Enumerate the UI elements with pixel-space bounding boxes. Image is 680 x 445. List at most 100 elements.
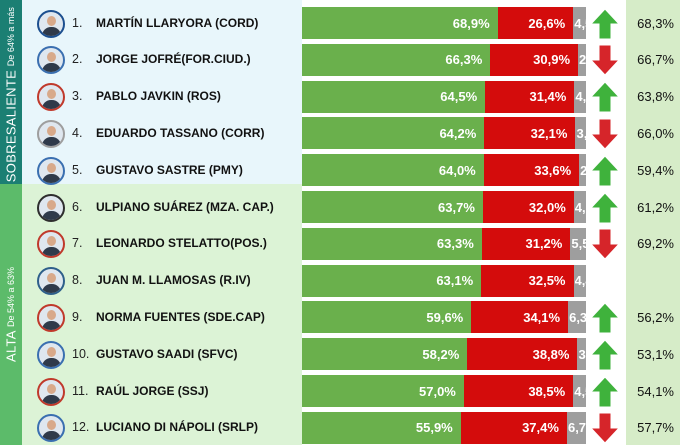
unknown-image-label: 3,7% — [576, 125, 587, 141]
candidate-avatar — [37, 303, 65, 332]
avatar-body — [42, 320, 61, 330]
negative-image-bar — [463, 375, 574, 407]
unknown-image-label: 6,7% — [567, 420, 587, 436]
candidate-name: JORGE JOFRÉ(FOR.CIUD.) — [96, 52, 251, 67]
negative-image-label: 37,4% — [522, 420, 559, 436]
unknown-image-bar — [570, 227, 586, 260]
avatar-body — [42, 357, 61, 367]
positive-image-label: 58,2% — [422, 346, 460, 362]
trend-up-icon — [590, 302, 620, 334]
negative-image-bar — [481, 264, 574, 297]
avatar-head — [47, 162, 56, 173]
negative-image-label: 32,0% — [528, 199, 566, 215]
previous-value: 59,4% — [637, 162, 674, 178]
candidate-avatar — [37, 414, 65, 443]
avatar-head — [47, 89, 56, 100]
positive-image-bar — [302, 7, 498, 39]
positive-image-label: 63,3% — [436, 236, 474, 252]
candidate-avatar — [37, 156, 65, 185]
category-band-label: ALTA De 54% a 63% — [0, 184, 22, 445]
avatar-body — [42, 26, 61, 36]
negative-image-bar — [484, 117, 576, 150]
category-name: SOBRESALIENTE — [3, 69, 19, 183]
candidate-avatar — [37, 340, 65, 369]
candidate-name: GUSTAVO SASTRE (PMY) — [96, 162, 243, 177]
previous-value: 53,1% — [637, 346, 674, 362]
negative-image-label: 33,6% — [534, 162, 572, 178]
candidate-rank: 9. — [72, 309, 83, 324]
previous-value: 66,0% — [637, 125, 674, 141]
negative-image-label: 31,4% — [529, 89, 567, 105]
trend-up-icon — [590, 154, 620, 187]
negative-image-bar — [481, 227, 571, 260]
unknown-image-label: 2,8% — [579, 52, 587, 68]
unknown-image-label: 4,3% — [574, 199, 587, 215]
trend-down-icon — [590, 118, 620, 150]
negative-image-label: 31,2% — [525, 236, 563, 252]
avatar-body — [42, 284, 61, 294]
avatar-body — [42, 100, 61, 110]
trend-up-icon — [590, 191, 620, 223]
avatar-head — [47, 420, 56, 431]
negative-image-bar — [471, 301, 569, 334]
candidate-name: ULPIANO SUÁREZ (MZA. CAP.) — [96, 199, 274, 214]
candidate-avatar — [37, 83, 65, 112]
previous-value: 69,2% — [637, 236, 674, 252]
avatar-head — [47, 15, 56, 26]
trend-up-icon — [590, 7, 620, 39]
unknown-image-bar — [575, 117, 586, 150]
unknown-image-bar — [573, 375, 586, 407]
previous-value: 66,7% — [637, 52, 674, 68]
avatar-body — [42, 63, 61, 73]
candidate-name: LEONARDO STELATTO(POS.) — [96, 236, 267, 251]
unknown-image-label: 4,5% — [574, 15, 587, 31]
avatar-head — [47, 383, 56, 394]
negative-image-label: 30,9% — [533, 52, 571, 68]
avatar-head — [47, 199, 56, 210]
negative-image-bar — [483, 154, 580, 187]
trend-down-icon — [590, 228, 620, 261]
unknown-image-bar — [573, 7, 586, 39]
category-range: De 64% a más — [6, 6, 16, 66]
positive-image-bar — [302, 117, 485, 150]
candidate-rank: 7. — [72, 236, 83, 251]
trend-up-icon — [590, 81, 620, 113]
positive-image-label: 55,9% — [415, 420, 453, 436]
candidate-rank: 12. — [72, 420, 90, 435]
trend-down-icon — [590, 44, 620, 77]
unknown-image-label: 2,4% — [580, 162, 587, 178]
avatar-head — [47, 125, 56, 136]
avatar-head — [47, 52, 56, 63]
avatar-body — [42, 247, 61, 257]
positive-image-bar — [302, 338, 468, 371]
unknown-image-label: 4,4% — [574, 273, 587, 289]
candidate-avatar — [37, 119, 65, 148]
category-band — [0, 184, 22, 445]
avatar-head — [47, 309, 56, 320]
avatar-body — [42, 136, 61, 146]
candidate-name: RAÚL JORGE (SSJ) — [96, 383, 209, 398]
candidate-avatar — [37, 377, 65, 406]
positive-image-bar — [302, 80, 486, 113]
avatar-body — [42, 431, 61, 441]
previous-value: 57,7% — [637, 420, 674, 436]
positive-image-label: 64,2% — [439, 125, 477, 141]
negative-image-bar — [485, 80, 575, 113]
negative-image-bar — [490, 43, 579, 76]
candidate-rank: 3. — [72, 89, 83, 104]
category-range: De 54% a 63% — [6, 266, 16, 327]
negative-image-label: 34,1% — [523, 309, 561, 325]
avatar-body — [42, 210, 61, 220]
negative-image-bar — [497, 7, 574, 39]
positive-image-bar — [302, 191, 483, 223]
positive-image-label: 63,7% — [438, 199, 475, 215]
avatar-body — [42, 394, 61, 404]
candidate-avatar — [37, 267, 65, 296]
candidate-name: MARTÍN LLARYORA (CORD) — [96, 15, 259, 30]
candidate-rank: 1. — [72, 15, 83, 30]
trend-up-icon — [590, 375, 620, 407]
unknown-image-bar — [574, 80, 586, 113]
candidate-rank: 2. — [72, 52, 83, 67]
positive-image-bar — [302, 411, 461, 444]
